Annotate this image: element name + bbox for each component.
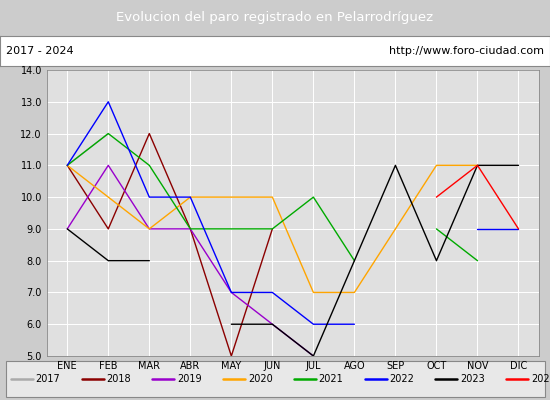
Text: 2022: 2022 (389, 374, 414, 384)
Text: 2023: 2023 (460, 374, 485, 384)
Text: http://www.foro-ciudad.com: http://www.foro-ciudad.com (389, 46, 544, 56)
Text: 2017: 2017 (36, 374, 60, 384)
Text: 2020: 2020 (248, 374, 273, 384)
Text: 2019: 2019 (177, 374, 202, 384)
FancyBboxPatch shape (6, 361, 544, 397)
Text: 2017 - 2024: 2017 - 2024 (6, 46, 73, 56)
Text: 2018: 2018 (107, 374, 131, 384)
Text: Evolucion del paro registrado en Pelarrodríguez: Evolucion del paro registrado en Pelarro… (117, 12, 433, 24)
Text: 2024: 2024 (531, 374, 550, 384)
Text: 2021: 2021 (318, 374, 343, 384)
